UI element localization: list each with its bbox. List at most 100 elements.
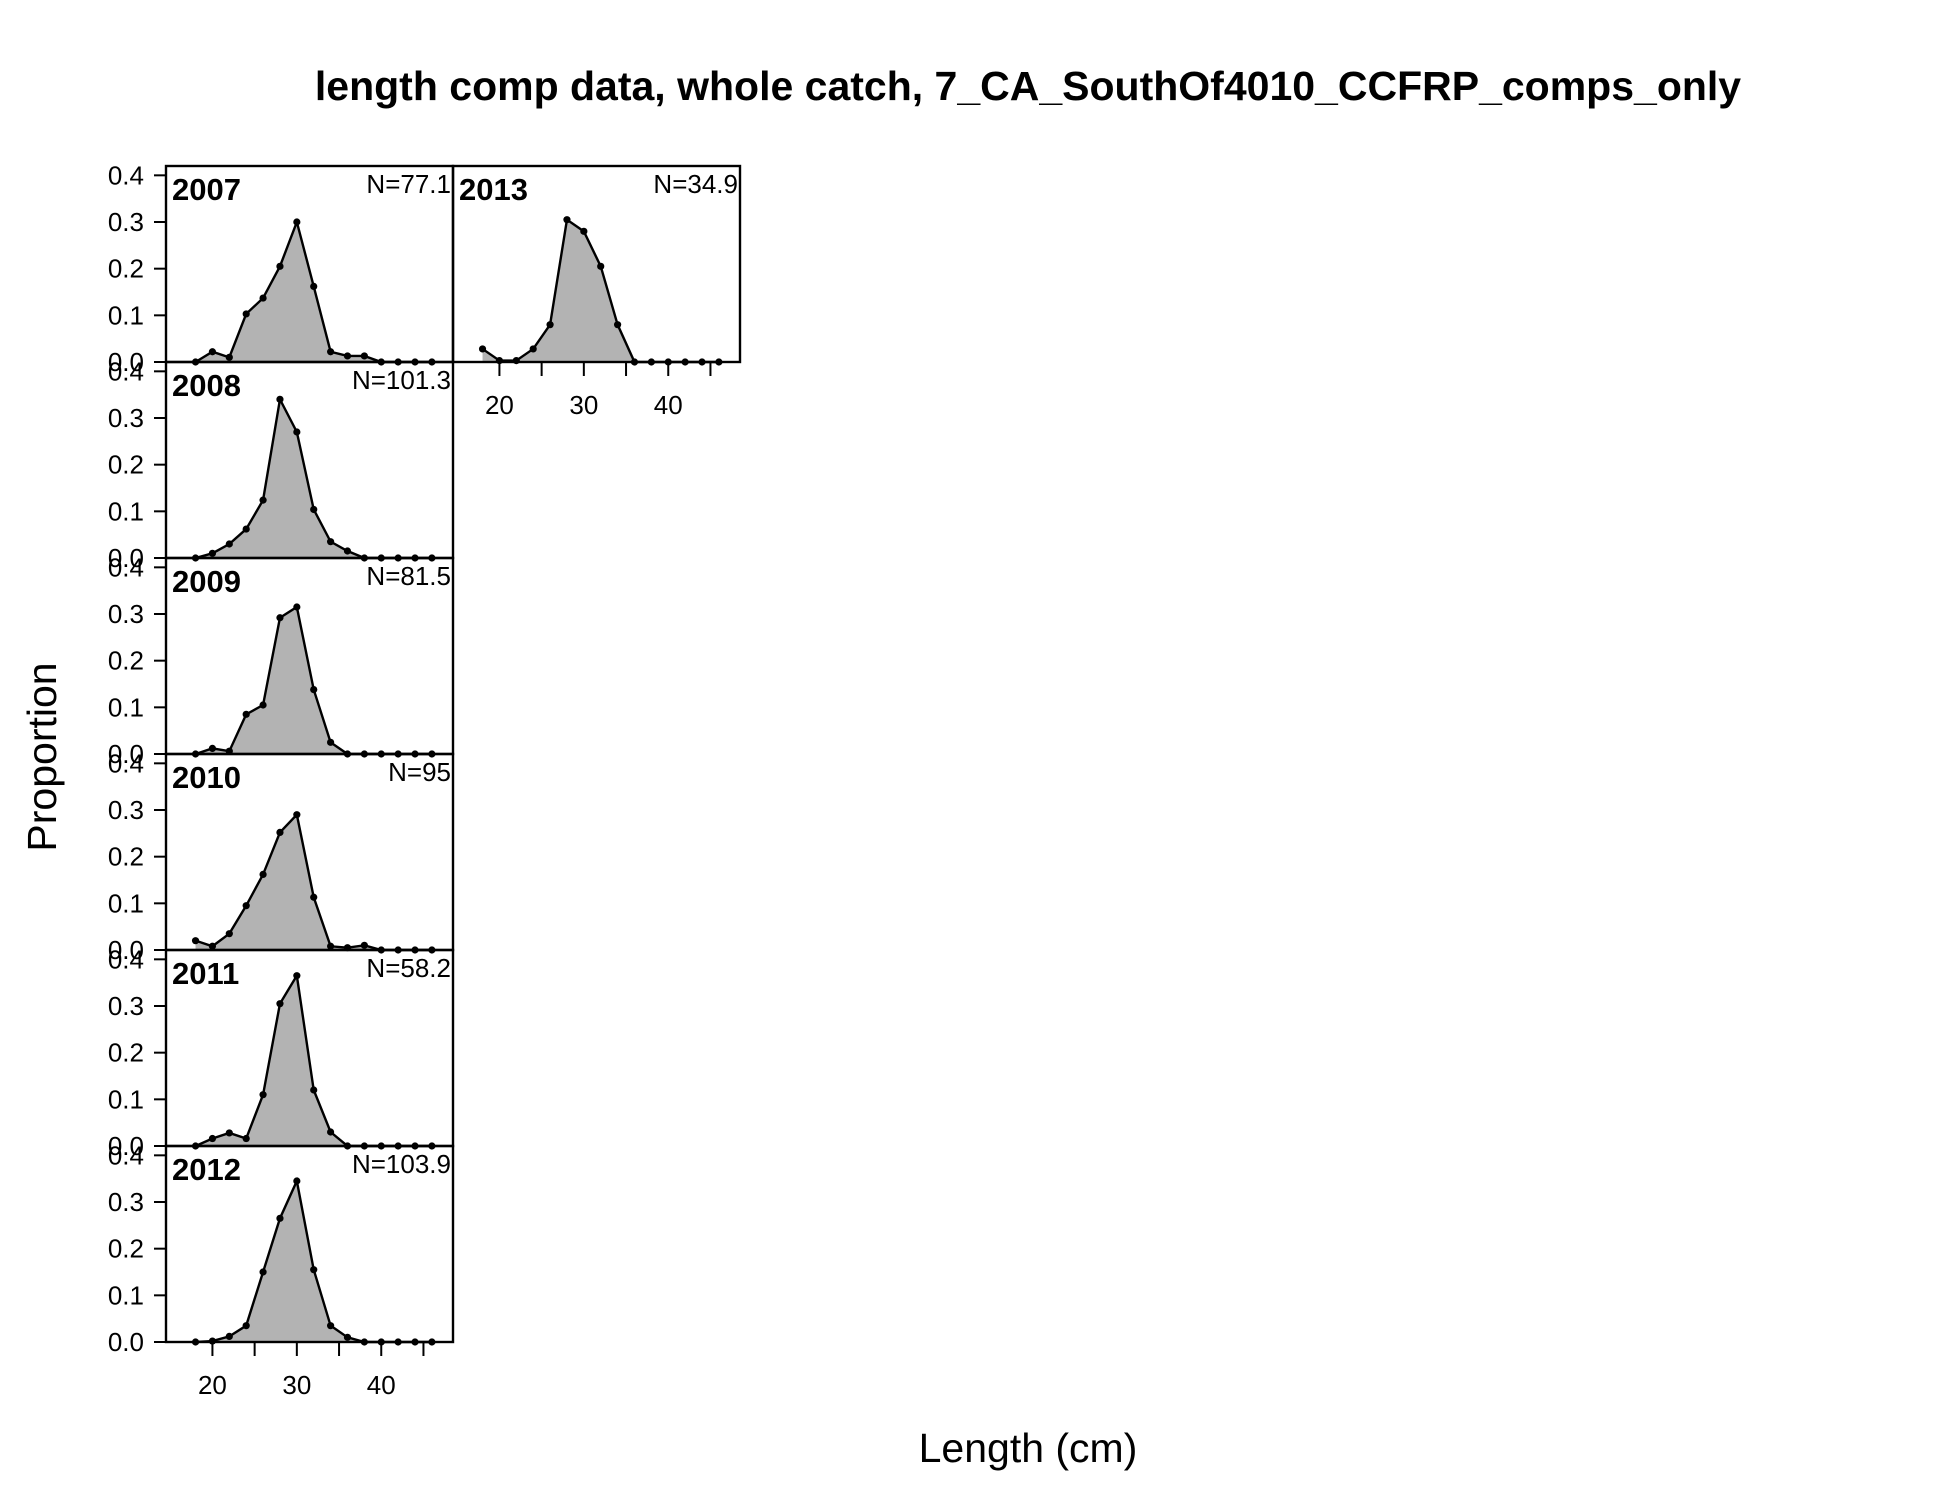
panel-2009: 0.0 0.1 0.2 0.3 0.4 2009 N=81.5 — [108, 552, 455, 769]
y-tick-label-2008-2: 0.2 — [108, 450, 144, 480]
point-2010-30 — [293, 811, 301, 819]
y-tick-label-2012-1: 0.1 — [108, 1280, 144, 1310]
point-2013-30 — [580, 227, 588, 235]
area-2009 — [195, 607, 432, 754]
point-2008-32 — [310, 505, 318, 514]
point-2012-30 — [293, 1177, 301, 1185]
point-2010-18 — [191, 937, 200, 945]
point-2007-20 — [208, 348, 217, 356]
point-2011-34 — [327, 1128, 335, 1136]
x-tick-label-2013-40: 40 — [654, 390, 683, 420]
point-2008-36 — [343, 547, 352, 555]
n-label-2009: N=81.5 — [366, 561, 451, 591]
y-tick-label-2007-4: 0.4 — [108, 160, 144, 190]
point-2007-24 — [242, 310, 250, 318]
year-label-2008: 2008 — [172, 368, 241, 403]
point-2011-22 — [225, 1129, 233, 1137]
point-2011-20 — [208, 1134, 217, 1143]
y-tick-label-2010-4: 0.4 — [108, 748, 144, 778]
panel-2007: 0.0 0.1 0.2 0.3 0.4 2007 N=77.1 — [108, 160, 455, 377]
point-2013-24 — [529, 345, 537, 353]
area-2011 — [195, 975, 432, 1146]
point-2010-24 — [242, 902, 250, 910]
point-2008-20 — [208, 549, 217, 557]
y-tick-label-2007-1: 0.1 — [108, 300, 144, 330]
panel-2012: 0.0 0.1 0.2 0.3 0.4 20 30 40 2012 N=103.9 — [108, 1140, 455, 1400]
x-axis-title: Length (cm) — [919, 1425, 1138, 1471]
point-2012-36 — [343, 1333, 352, 1341]
point-2009-28 — [276, 614, 284, 622]
y-tick-label-2012-2: 0.2 — [108, 1234, 144, 1264]
area-2013 — [482, 219, 719, 362]
point-2007-28 — [276, 262, 284, 270]
n-label-2010: N=95 — [388, 757, 451, 787]
y-tick-label-2011-0: 0.0 — [108, 1131, 144, 1161]
point-2012-24 — [242, 1322, 250, 1330]
y-tick-label-2008-3: 0.3 — [108, 403, 144, 433]
point-2008-34 — [327, 538, 335, 546]
y-tick-label-2012-0: 0.0 — [108, 1327, 144, 1357]
point-2011-28 — [276, 1000, 284, 1008]
y-tick-label-2010-1: 0.1 — [108, 888, 144, 918]
y-tick-label-2011-1: 0.1 — [108, 1084, 144, 1114]
point-2010-20 — [208, 942, 217, 950]
point-2012-22 — [225, 1332, 233, 1340]
point-2010-34 — [327, 942, 335, 950]
point-2007-22 — [225, 353, 233, 361]
n-label-2008: N=101.3 — [352, 365, 451, 395]
y-tick-label-2009-0: 0.0 — [108, 739, 144, 769]
point-2011-26 — [259, 1091, 267, 1099]
y-tick-label-2007-3: 0.3 — [108, 207, 144, 237]
panels-group: 0.0 0.1 0.2 0.3 0.4 2007 N=77.1 0.0 0.1 0.2 0.3 0.4… — [108, 160, 742, 1400]
y-tick-label-2012-3: 0.3 — [108, 1187, 144, 1217]
year-label-2007: 2007 — [172, 172, 241, 207]
panel-2008: 0.0 0.1 0.2 0.3 0.4 2008 N=101.3 — [108, 356, 455, 573]
y-tick-label-2012-4: 0.4 — [108, 1140, 144, 1170]
area-2012 — [195, 1181, 432, 1342]
area-2010 — [195, 814, 432, 950]
point-2012-32 — [310, 1266, 318, 1274]
y-tick-label-2011-4: 0.4 — [108, 944, 144, 974]
point-2009-32 — [310, 686, 318, 694]
y-tick-label-2009-1: 0.1 — [108, 692, 144, 722]
point-2009-30 — [293, 603, 301, 611]
point-2009-26 — [259, 701, 267, 709]
point-2009-34 — [327, 738, 335, 746]
point-2009-20 — [208, 744, 217, 753]
point-2012-28 — [276, 1214, 284, 1222]
point-2011-30 — [293, 972, 301, 980]
y-tick-label-2008-0: 0.0 — [108, 543, 144, 573]
n-label-2013: N=34.9 — [653, 169, 738, 199]
point-2007-32 — [310, 282, 318, 290]
area-2008 — [195, 399, 432, 558]
point-2007-30 — [293, 218, 301, 226]
x-tick-label-2012-20: 20 — [198, 1370, 227, 1400]
y-tick-label-2011-3: 0.3 — [108, 991, 144, 1021]
frame-2013 — [451, 164, 742, 364]
point-2008-28 — [276, 395, 284, 403]
x-tick-label-2012-40: 40 — [367, 1370, 396, 1400]
panel-2010: 0.0 0.1 0.2 0.3 0.4 2010 N=95 — [108, 748, 455, 965]
point-2009-24 — [242, 710, 250, 718]
year-label-2012: 2012 — [172, 1152, 241, 1187]
point-2008-24 — [242, 525, 250, 533]
y-tick-label-2009-3: 0.3 — [108, 599, 144, 629]
y-axis-title: Proportion — [19, 662, 65, 851]
panel-2013: 20 30 40 2013 N=34.9 — [451, 164, 742, 420]
n-label-2007: N=77.1 — [366, 169, 451, 199]
year-label-2010: 2010 — [172, 760, 241, 795]
point-2007-26 — [259, 294, 267, 302]
point-2010-38 — [360, 941, 368, 949]
point-2007-38 — [360, 352, 368, 360]
y-tick-label-2010-2: 0.2 — [108, 842, 144, 872]
year-label-2013: 2013 — [459, 172, 528, 207]
n-label-2011: N=58.2 — [366, 953, 451, 983]
x-tick-label-2013-30: 30 — [569, 390, 598, 420]
point-2013-26 — [546, 321, 554, 329]
y-tick-label-2007-0: 0.0 — [108, 347, 144, 377]
y-tick-label-2009-4: 0.4 — [108, 552, 144, 582]
point-2008-22 — [225, 540, 233, 548]
point-2010-32 — [310, 893, 318, 901]
point-2010-22 — [225, 930, 233, 938]
area-2007 — [195, 222, 432, 362]
